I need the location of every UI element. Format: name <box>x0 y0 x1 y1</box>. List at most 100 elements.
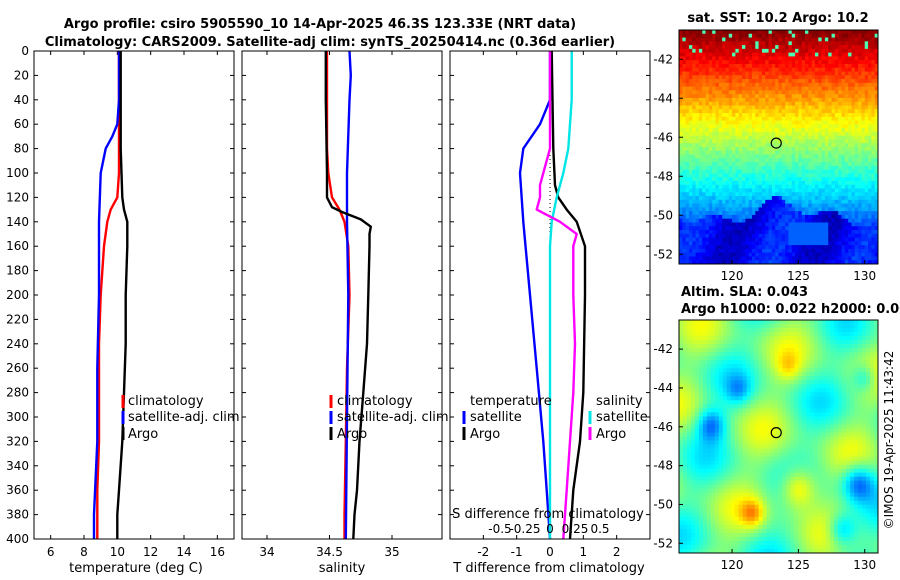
M1-cell <box>811 207 816 212</box>
M1-cell <box>692 63 697 69</box>
M1-cell <box>861 199 866 205</box>
M2-cell <box>814 364 819 369</box>
M1-cell <box>771 169 776 175</box>
M1-cell <box>712 158 717 163</box>
M2-cell <box>766 332 772 337</box>
M2-cell <box>690 344 696 349</box>
M2-cell <box>826 352 831 357</box>
M1-cell <box>775 245 780 250</box>
M2-cell <box>790 368 796 373</box>
M1-cell <box>751 169 756 175</box>
M2-cell <box>679 376 684 381</box>
M1-cell <box>722 196 727 201</box>
M1-cell <box>771 260 776 264</box>
M1-cell <box>771 109 776 114</box>
M2-cell <box>754 372 760 377</box>
M2-cell <box>874 396 878 401</box>
M1-cell <box>841 79 846 84</box>
M1-cell <box>871 188 876 193</box>
M1-cell <box>848 211 853 216</box>
M2-cell <box>846 380 851 385</box>
M1-cell <box>708 169 713 175</box>
M1-cell <box>808 207 813 212</box>
M1-cell <box>791 52 796 58</box>
M1-cell <box>824 135 829 141</box>
M2-cell <box>774 380 780 385</box>
M1-cell <box>735 237 740 242</box>
M1-cell <box>698 128 703 133</box>
M1-cell <box>775 90 780 95</box>
M1-cell <box>811 48 816 54</box>
M1-cell <box>788 188 793 193</box>
M1-cell <box>838 245 843 250</box>
M2-cell <box>679 388 684 393</box>
M1-cell <box>844 233 849 239</box>
M1-cell <box>682 233 687 239</box>
M1-cell <box>854 63 859 69</box>
M1-cell <box>738 211 743 216</box>
M2-cell <box>742 352 748 357</box>
M1-cell <box>781 222 786 227</box>
M1-cell <box>682 260 687 264</box>
M2-cell <box>838 332 843 337</box>
M1-cell <box>864 192 869 197</box>
M1-cell <box>758 177 763 182</box>
salinity-legend-satellite: satellite-adj. clim <box>337 410 449 425</box>
M1-cell <box>821 180 826 186</box>
M1-cell <box>748 252 753 258</box>
M1-cell <box>814 199 819 205</box>
M1-cell <box>805 203 809 208</box>
M1-cell <box>791 154 796 159</box>
M1-cell <box>775 63 780 69</box>
M1-cell <box>768 226 773 231</box>
M1-cell <box>778 184 783 190</box>
M1-cell <box>834 252 839 258</box>
M1-cell <box>861 256 866 261</box>
sst-argo-location-marker <box>770 137 782 149</box>
M1-cell <box>791 94 796 99</box>
M1-cell <box>708 30 713 35</box>
M1-cell <box>788 260 793 264</box>
M2-cell <box>750 320 756 325</box>
M1-cell <box>795 203 799 208</box>
M2-cell <box>806 320 811 325</box>
M1-cell <box>811 101 816 107</box>
M2-cell <box>690 336 696 341</box>
M2-cell <box>838 396 843 401</box>
M1-cell <box>732 30 736 35</box>
difference-legend-salinity: salinity satellite Argo <box>588 394 648 442</box>
M2-cell <box>814 352 819 357</box>
M2-cell <box>702 328 708 333</box>
M1-cell <box>732 52 736 58</box>
M1-cell <box>864 120 869 125</box>
M2-cell <box>679 320 684 325</box>
M1-cell <box>831 214 836 220</box>
M1-cell <box>702 169 707 175</box>
M1-cell <box>688 139 693 144</box>
M1-cell <box>838 162 843 167</box>
M1-cell <box>844 162 849 167</box>
M1-cell <box>705 188 710 193</box>
M1-cell <box>698 233 703 239</box>
M1-cell <box>854 128 859 133</box>
M1-cell <box>871 109 876 114</box>
M1-cell <box>838 180 843 186</box>
M1-cell <box>821 169 826 175</box>
M1-cell <box>788 226 793 231</box>
M1-cell <box>788 86 793 91</box>
M1-cell <box>818 63 823 69</box>
M2-cell <box>858 360 863 365</box>
M1-cell <box>688 256 693 261</box>
M2-cell <box>766 364 772 369</box>
M1-cell <box>775 214 780 220</box>
M1-cell <box>785 214 790 220</box>
M1-cell <box>722 86 727 91</box>
M2-cell <box>874 340 878 345</box>
M1-cell <box>712 120 717 125</box>
M1-cell <box>834 199 839 205</box>
M1-cell <box>738 222 743 227</box>
M1-cell <box>834 90 839 95</box>
M1-cell <box>748 124 753 129</box>
M1-cell <box>718 237 723 242</box>
M1-cell <box>715 180 720 186</box>
